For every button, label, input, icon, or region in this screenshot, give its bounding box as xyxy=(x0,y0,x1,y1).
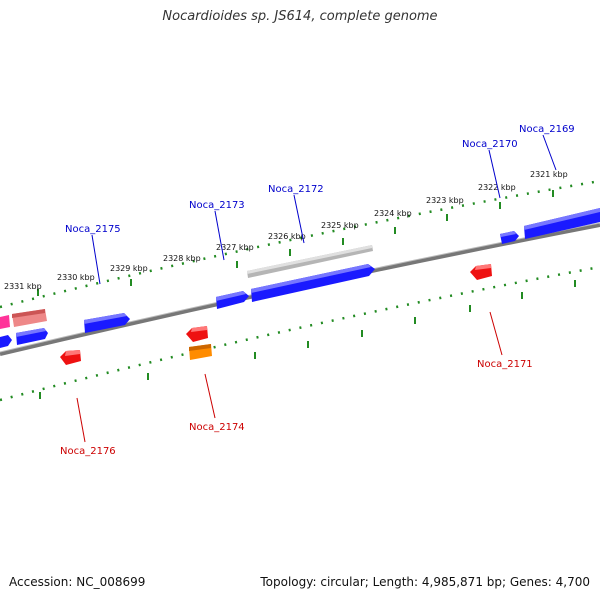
tick-label-2328: 2328 kbp xyxy=(163,254,201,263)
tick-label-2324: 2324 kbp xyxy=(374,209,412,218)
tick-label-2331: 2331 kbp xyxy=(4,282,42,291)
accession-text: Accession: NC_008699 xyxy=(9,575,146,589)
gene-noca-2169[interactable] xyxy=(524,208,600,239)
gene-noca-2173[interactable] xyxy=(216,291,249,309)
gene-noca-2176[interactable] xyxy=(60,350,81,365)
gene-noca-2172[interactable] xyxy=(251,264,375,302)
tick-label-2325: 2325 kbp xyxy=(321,221,359,230)
tick-label-2322: 2322 kbp xyxy=(478,183,516,192)
gene-label-noca-2171[interactable]: Noca_2171 xyxy=(477,359,533,370)
tick-label-2327: 2327 kbp xyxy=(216,243,254,252)
gene-label-noca-2176[interactable]: Noca_2176 xyxy=(60,446,116,457)
genome-stats-text: Topology: circular; Length: 4,985,871 bp… xyxy=(260,575,590,589)
rna-gene-orange[interactable] xyxy=(189,344,212,360)
tick-label-2326: 2326 kbp xyxy=(268,232,306,241)
gene-noca-2170[interactable] xyxy=(500,231,519,244)
tick-label-2330: 2330 kbp xyxy=(57,273,95,282)
gene-noca-2171[interactable] xyxy=(470,264,492,280)
tick-label-2329: 2329 kbp xyxy=(110,264,148,273)
map-title: Nocardioides sp. JS614, complete genome xyxy=(162,9,438,24)
gene-label-noca-2174[interactable]: Noca_2174 xyxy=(189,422,245,433)
tick-label-2321: 2321 kbp xyxy=(530,170,568,179)
inner-tick-ring xyxy=(0,265,600,402)
inner-major-ticks xyxy=(39,280,576,399)
pseudo-gene-bar[interactable] xyxy=(247,245,373,278)
gene-forward-left-b[interactable] xyxy=(0,335,12,348)
gene-forward-left-a[interactable] xyxy=(16,328,48,345)
gene-label-noca-2170[interactable]: Noca_2170 xyxy=(462,139,518,150)
outer-major-ticks xyxy=(37,190,554,296)
label-leader-lines xyxy=(76,134,557,443)
gene-label-noca-2173[interactable]: Noca_2173 xyxy=(189,200,245,211)
misc-feature-pink[interactable] xyxy=(0,315,10,329)
misc-feature-salmon[interactable] xyxy=(12,309,47,327)
gene-label-noca-2172[interactable]: Noca_2172 xyxy=(268,184,324,195)
gene-noca-2175[interactable] xyxy=(84,313,130,333)
gene-label-noca-2169[interactable]: Noca_2169 xyxy=(519,124,575,135)
gene-label-noca-2175[interactable]: Noca_2175 xyxy=(65,224,121,235)
gene-noca-2174[interactable] xyxy=(186,326,208,342)
tick-label-2323: 2323 kbp xyxy=(426,196,464,205)
